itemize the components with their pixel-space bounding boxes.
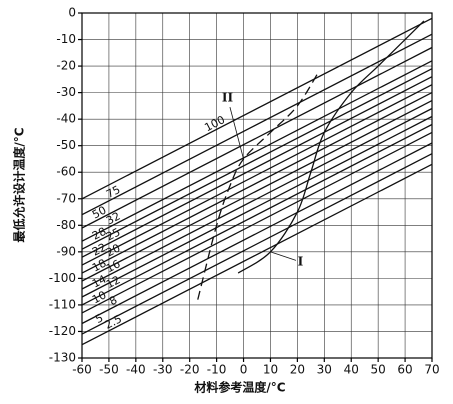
y-axis-label: 最低允许设计温度/°C — [12, 127, 27, 242]
y-tick-label: -70 — [56, 191, 76, 205]
y-tick-label: -10 — [56, 32, 76, 46]
y-tick-label: -120 — [49, 324, 76, 338]
series-line — [81, 142, 433, 325]
series-line — [81, 107, 433, 290]
y-tick-label: -100 — [49, 271, 76, 285]
line-label: 28 — [90, 225, 108, 243]
label-leader — [270, 251, 297, 261]
series-line — [81, 84, 433, 266]
y-tick-label: -30 — [56, 85, 76, 99]
line-label: 12 — [104, 273, 122, 291]
y-tick-label: -50 — [56, 138, 76, 152]
series-line — [81, 60, 433, 242]
line-label: 16 — [104, 257, 122, 275]
series-line — [81, 76, 433, 258]
series-line — [81, 46, 433, 229]
line-label: 22 — [90, 241, 108, 259]
y-tick-label: 0 — [68, 6, 76, 20]
y-tick-label: -20 — [56, 59, 76, 73]
y-tick-label: -40 — [56, 112, 76, 126]
x-tick-label: 0 — [240, 363, 248, 377]
line-label: 14 — [90, 273, 108, 291]
y-tick-label: -80 — [56, 218, 76, 232]
line-label: 18 — [90, 257, 108, 275]
series-line — [81, 153, 433, 335]
x-tick-label: 40 — [344, 363, 359, 377]
series-line — [81, 68, 433, 250]
line-label: 100 — [202, 113, 227, 134]
series-line — [81, 33, 433, 216]
line-label: 2.5 — [103, 312, 125, 332]
series-line — [197, 71, 320, 300]
series-line — [237, 20, 425, 274]
x-tick-label: 60 — [397, 363, 412, 377]
line-label: 20 — [104, 241, 122, 259]
x-tick-label: -10 — [207, 363, 227, 377]
y-tick-label: -110 — [49, 297, 76, 311]
x-tick-label: -50 — [99, 363, 119, 377]
series-line — [81, 163, 433, 346]
y-tick-label: -90 — [56, 244, 76, 258]
x-tick-label: 70 — [424, 363, 439, 377]
series-line — [81, 115, 433, 298]
series-line — [81, 100, 433, 282]
x-tick-label: -40 — [126, 363, 146, 377]
curve-label: II — [222, 90, 234, 104]
y-tick-label: -130 — [49, 351, 76, 365]
x-tick-label: -20 — [180, 363, 200, 377]
x-tick-label: 30 — [317, 363, 332, 377]
series-line — [81, 92, 433, 274]
x-tick-label: 10 — [263, 363, 278, 377]
curve-label: I — [298, 254, 304, 268]
line-label: 50 — [90, 204, 108, 222]
series-line — [81, 123, 433, 306]
line-label: 25 — [104, 225, 122, 243]
line-label: 10 — [90, 288, 108, 306]
line-label: 32 — [104, 210, 122, 228]
x-tick-label: -60 — [72, 363, 92, 377]
x-tick-label: -30 — [153, 363, 173, 377]
series-line — [81, 17, 433, 200]
x-tick-label: 20 — [290, 363, 305, 377]
label-leader — [229, 107, 244, 160]
x-axis-label: 材料参考温度/°C — [193, 380, 285, 395]
line-label: 75 — [104, 183, 122, 201]
series-line — [81, 131, 433, 314]
plot-frame — [81, 12, 433, 359]
x-tick-label: 50 — [371, 363, 386, 377]
y-tick-label: -60 — [56, 165, 76, 179]
